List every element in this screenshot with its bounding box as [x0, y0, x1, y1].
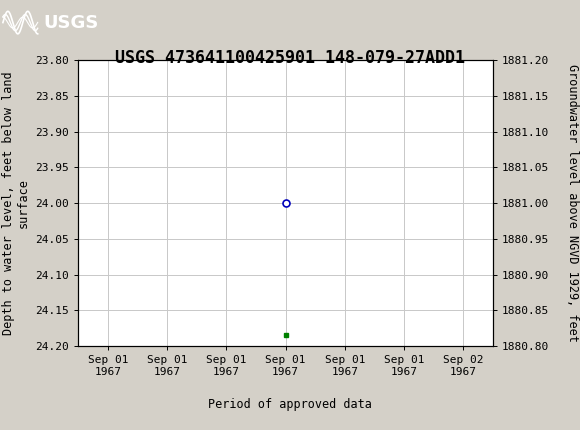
Y-axis label: Groundwater level above NGVD 1929, feet: Groundwater level above NGVD 1929, feet	[566, 64, 579, 342]
Text: Period of approved data: Period of approved data	[208, 398, 372, 411]
Text: USGS 473641100425901 148-079-27ADD1: USGS 473641100425901 148-079-27ADD1	[115, 49, 465, 67]
Text: USGS: USGS	[44, 15, 99, 33]
Y-axis label: Depth to water level, feet below land
surface: Depth to water level, feet below land su…	[2, 71, 30, 335]
